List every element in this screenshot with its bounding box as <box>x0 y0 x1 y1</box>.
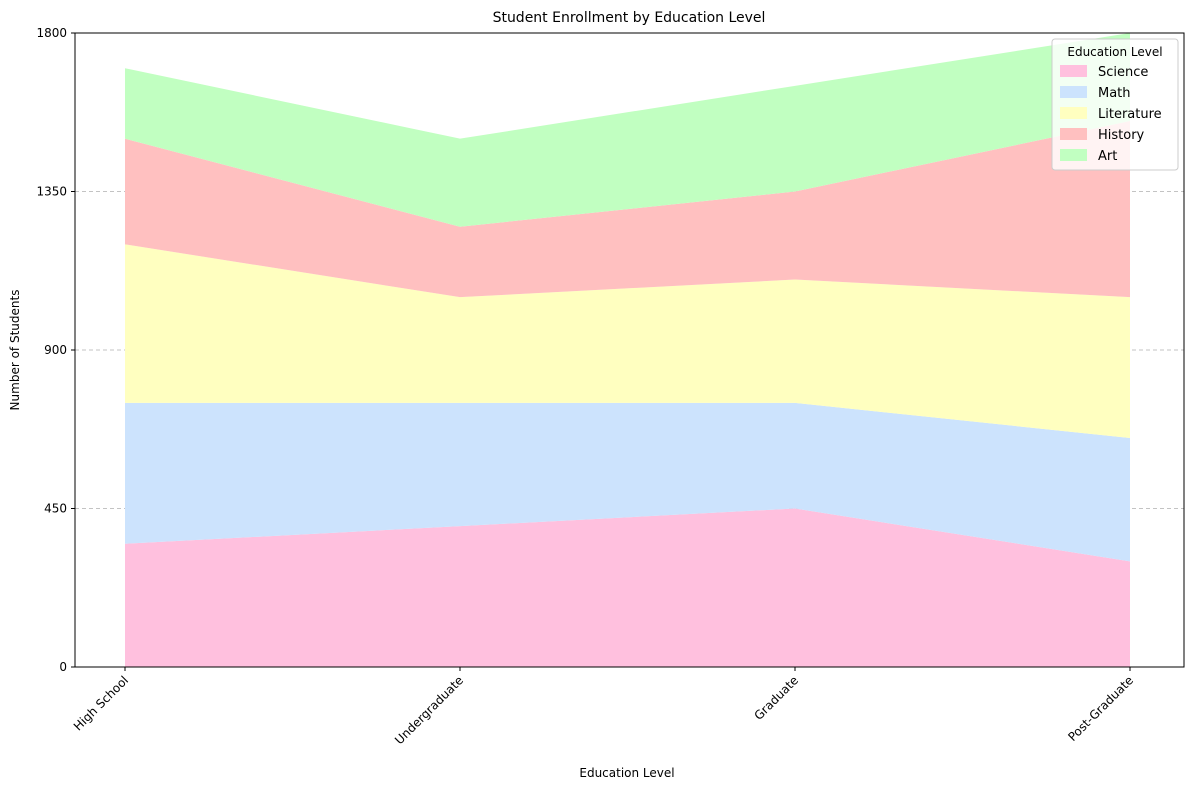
area-series-art <box>125 33 1130 227</box>
legend: Education Level Science Math Literature His… <box>1051 38 1179 171</box>
y-tick-label: 450 <box>44 502 67 516</box>
area-series-science <box>125 508 1130 667</box>
x-axis-label: Education Level <box>579 766 674 780</box>
x-tick-label: Undergraduate <box>392 673 466 747</box>
legend-label-literature: Literature <box>1098 107 1162 122</box>
area-series-literature <box>125 244 1130 439</box>
x-tick-label: High School <box>71 673 131 733</box>
legend-title: Education Level <box>1067 45 1162 59</box>
legend-label-math: Math <box>1098 86 1131 101</box>
legend-swatch-history <box>1060 128 1087 140</box>
y-tick-label: 1350 <box>36 185 67 199</box>
legend-swatch-science <box>1060 65 1087 77</box>
legend-label-science: Science <box>1098 65 1148 80</box>
chart-title: Student Enrollment by Education Level <box>493 10 766 26</box>
y-tick-label: 1800 <box>36 26 67 40</box>
legend-items: Science Math Literature History Art <box>1060 65 1162 164</box>
legend-label-art: Art <box>1098 149 1117 164</box>
area-series-math <box>125 402 1130 562</box>
y-tick-label: 900 <box>44 343 67 357</box>
y-axis-ticks: 0 450 900 1350 1800 <box>36 26 75 674</box>
x-axis-ticks: High School Undergraduate Graduate Post-Gra… <box>71 667 1136 747</box>
legend-swatch-literature <box>1060 107 1087 119</box>
y-axis-label: Number of Students <box>8 290 22 411</box>
y-tick-label: 0 <box>59 660 67 674</box>
legend-label-history: History <box>1098 128 1145 143</box>
area-series <box>125 33 1130 667</box>
legend-swatch-art <box>1060 149 1087 161</box>
x-tick-label: Graduate <box>751 673 801 723</box>
x-tick-label: Post-Graduate <box>1065 673 1136 744</box>
legend-swatch-math <box>1060 86 1087 98</box>
